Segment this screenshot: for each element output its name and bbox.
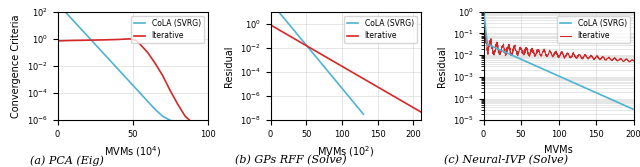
Iterative (630, 60, 637, 62)
Y-axis label: Residual: Residual (437, 45, 447, 87)
CoLA (SVRG) (121, 76, 129, 78)
Iterative (571, 55, 579, 57)
CoLA (SVRG) (616, 102, 623, 104)
CoLA (SVRG) (273, 8, 280, 10)
CoLA (SVRG) (267, 1, 275, 3)
CoLA (SVRG) (284, 22, 292, 24)
Iterative (273, 27, 280, 29)
CoLA (SVRG) (352, 104, 360, 106)
Iterative (159, 74, 166, 76)
Y-axis label: Residual: Residual (224, 45, 234, 87)
CoLA (SVRG) (630, 108, 637, 110)
Iterative (417, 111, 424, 113)
Line: CoLA (SVRG): CoLA (SVRG) (484, 12, 634, 109)
CoLA (SVRG) (151, 108, 159, 110)
Iterative (294, 40, 302, 42)
Iterative (567, 57, 575, 59)
Iterative (151, 62, 159, 64)
X-axis label: MVMs: MVMs (544, 144, 573, 154)
Iterative (307, 47, 314, 49)
Iterative (99, 39, 106, 41)
CoLA (SVRG) (144, 100, 152, 102)
Line: CoLA (SVRG): CoLA (SVRG) (271, 2, 364, 114)
Iterative (174, 103, 182, 105)
Iterative (409, 106, 417, 108)
CoLA (SVRG) (271, 6, 278, 8)
CoLA (SVRG) (61, 11, 69, 13)
CoLA (SVRG) (480, 15, 488, 17)
Iterative (126, 38, 134, 40)
Iterative (114, 39, 122, 41)
CoLA (SVRG) (68, 19, 76, 21)
CoLA (SVRG) (572, 82, 579, 85)
CoLA (SVRG) (84, 35, 92, 37)
CoLA (SVRG) (106, 59, 114, 61)
Iterative (136, 43, 144, 45)
CoLA (SVRG) (99, 51, 106, 53)
CoLA (SVRG) (355, 108, 363, 110)
Iterative (144, 51, 152, 53)
CoLA (SVRG) (360, 113, 367, 115)
CoLA (SVRG) (606, 98, 614, 100)
CoLA (SVRG) (480, 11, 488, 13)
Iterative (267, 24, 275, 26)
Iterative (404, 103, 412, 105)
Line: Iterative: Iterative (484, 12, 634, 62)
Iterative (54, 40, 61, 42)
Iterative (68, 39, 76, 41)
X-axis label: MVMs (10$^4$): MVMs (10$^4$) (104, 144, 161, 159)
CoLA (SVRG) (76, 27, 84, 29)
Legend: CoLA (SVRG), Iterative: CoLA (SVRG), Iterative (344, 16, 417, 43)
Legend: CoLA (SVRG), Iterative: CoLA (SVRG), Iterative (557, 16, 630, 43)
Line: Iterative: Iterative (271, 25, 420, 112)
Iterative (575, 54, 583, 56)
CoLA (SVRG) (568, 81, 576, 83)
CoLA (SVRG) (114, 68, 122, 70)
CoLA (SVRG) (569, 81, 577, 83)
Text: (c) Neural-IVP (Solve): (c) Neural-IVP (Solve) (444, 155, 568, 166)
Y-axis label: Convergence Criteria: Convergence Criteria (12, 14, 21, 118)
CoLA (SVRG) (159, 115, 166, 117)
Iterative (132, 39, 140, 41)
CoLA (SVRG) (181, 125, 189, 127)
CoLA (SVRG) (174, 122, 182, 124)
Line: Iterative: Iterative (58, 39, 193, 123)
Legend: CoLA (SVRG), Iterative: CoLA (SVRG), Iterative (131, 16, 204, 43)
CoLA (SVRG) (136, 92, 144, 94)
Iterative (84, 39, 92, 41)
Iterative (166, 89, 174, 91)
Iterative (181, 115, 189, 117)
CoLA (SVRG) (92, 43, 99, 45)
Iterative (625, 61, 633, 63)
Iterative (480, 11, 488, 13)
Line: CoLA (SVRG): CoLA (SVRG) (65, 12, 185, 126)
CoLA (SVRG) (291, 31, 299, 33)
X-axis label: MVMs (10$^2$): MVMs (10$^2$) (317, 144, 374, 159)
Iterative (276, 29, 284, 31)
CoLA (SVRG) (166, 119, 174, 121)
CoLA (SVRG) (129, 84, 136, 86)
Text: (b) GPs RFF (Solve): (b) GPs RFF (Solve) (236, 155, 347, 166)
Iterative (609, 59, 616, 61)
Iterative (189, 122, 196, 124)
Iterative (489, 53, 497, 55)
Iterative (593, 56, 601, 58)
Text: (a) PCA (Eig): (a) PCA (Eig) (30, 155, 104, 166)
